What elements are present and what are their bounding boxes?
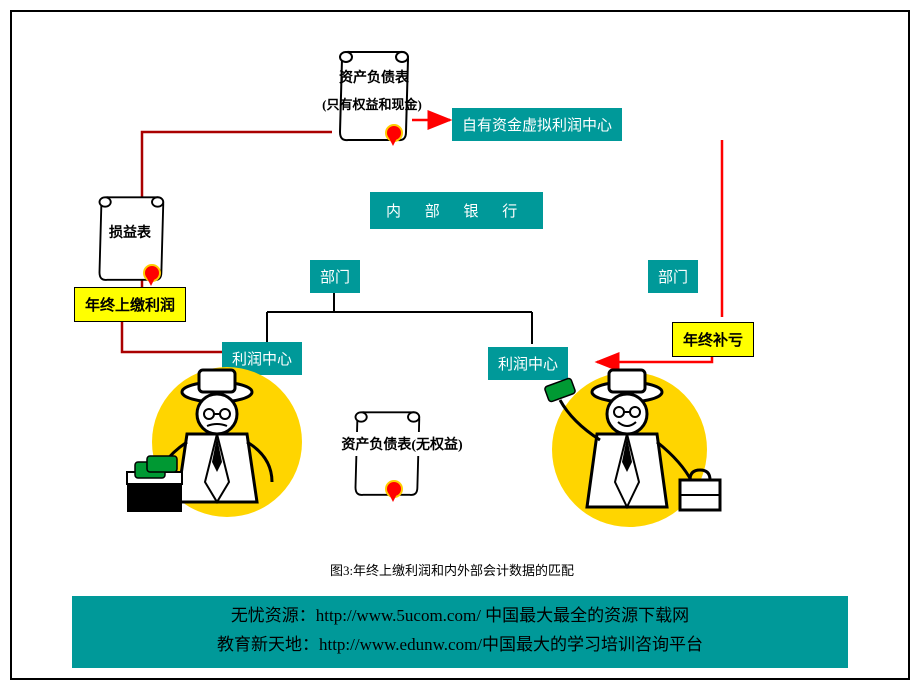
- diagram-canvas: 资产负债表 (只有权益和现金) 自有资金虚拟利润中心 内 部 银 行 损益表 年…: [10, 10, 910, 680]
- figure-caption: 图3:年终上缴利润和内外部会计数据的匹配: [272, 560, 632, 579]
- dept-left-box: 部门: [310, 260, 360, 293]
- footer-banner: 无忧资源：http://www.5ucom.com/ 中国最大最全的资源下载网 …: [72, 596, 848, 668]
- footer-line1: 无忧资源：http://www.5ucom.com/ 中国最大最全的资源下载网: [72, 602, 848, 631]
- seal-icon: [142, 264, 162, 284]
- balance-top-line2: (只有权益和现金): [302, 94, 442, 113]
- profit-loss-label: 损益表: [100, 222, 160, 242]
- seal-icon: [384, 124, 404, 144]
- businessman-left-icon: [117, 362, 297, 537]
- balance-mid-label: 资产负债表(无权益): [322, 432, 482, 456]
- balance-top-line1: 资产负债表: [324, 67, 424, 87]
- virtual-profit-box: 自有资金虚拟利润中心: [452, 108, 622, 141]
- dept-right-box: 部门: [648, 260, 698, 293]
- internal-bank-box: 内 部 银 行: [370, 192, 543, 229]
- year-end-cover-box: 年终补亏: [672, 322, 754, 357]
- seal-icon: [384, 480, 404, 500]
- footer-line2: 教育新天地：http://www.edunw.com/中国最大的学习培训咨询平台: [72, 631, 848, 660]
- businessman-right-icon: [532, 362, 732, 542]
- year-end-submit-box: 年终上缴利润: [74, 287, 186, 322]
